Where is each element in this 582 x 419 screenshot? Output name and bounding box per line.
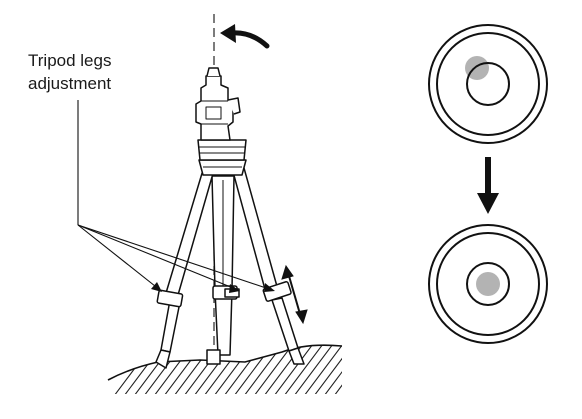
instrument-telescope xyxy=(227,97,241,115)
callout-leader-lines xyxy=(77,100,273,291)
down-arrow-icon xyxy=(477,157,499,214)
leg-clamp-right xyxy=(262,281,292,302)
level-vial-after xyxy=(428,224,548,344)
curved-arrow-icon xyxy=(220,24,270,49)
tripod-leg-right xyxy=(231,167,305,365)
vial-bubble-off-center xyxy=(465,56,489,80)
callout-label-line2: adjustment xyxy=(28,74,111,93)
instrument-top xyxy=(206,67,221,77)
callout-label-line1: Tripod legs xyxy=(28,51,111,70)
vial-bubble-centered xyxy=(476,272,500,296)
tripod xyxy=(155,159,305,369)
center-shoe xyxy=(206,349,221,365)
ground-surface-line xyxy=(107,344,343,381)
level-vial-before xyxy=(428,24,548,144)
ground-hatching xyxy=(95,345,342,394)
tripod-legs-callout: Tripod legs adjustment xyxy=(28,51,275,293)
vial-target-circle xyxy=(466,262,510,306)
vial-target-circle xyxy=(466,62,510,106)
survey-instrument xyxy=(195,67,247,161)
instrument-base xyxy=(197,139,247,161)
leg-foot-left xyxy=(155,349,171,369)
leg-clamp-left xyxy=(156,289,184,308)
double-arrow-icon xyxy=(281,264,308,325)
ground xyxy=(95,344,343,394)
leg-foot-right xyxy=(288,347,305,365)
callout-arrowheads xyxy=(151,282,275,293)
